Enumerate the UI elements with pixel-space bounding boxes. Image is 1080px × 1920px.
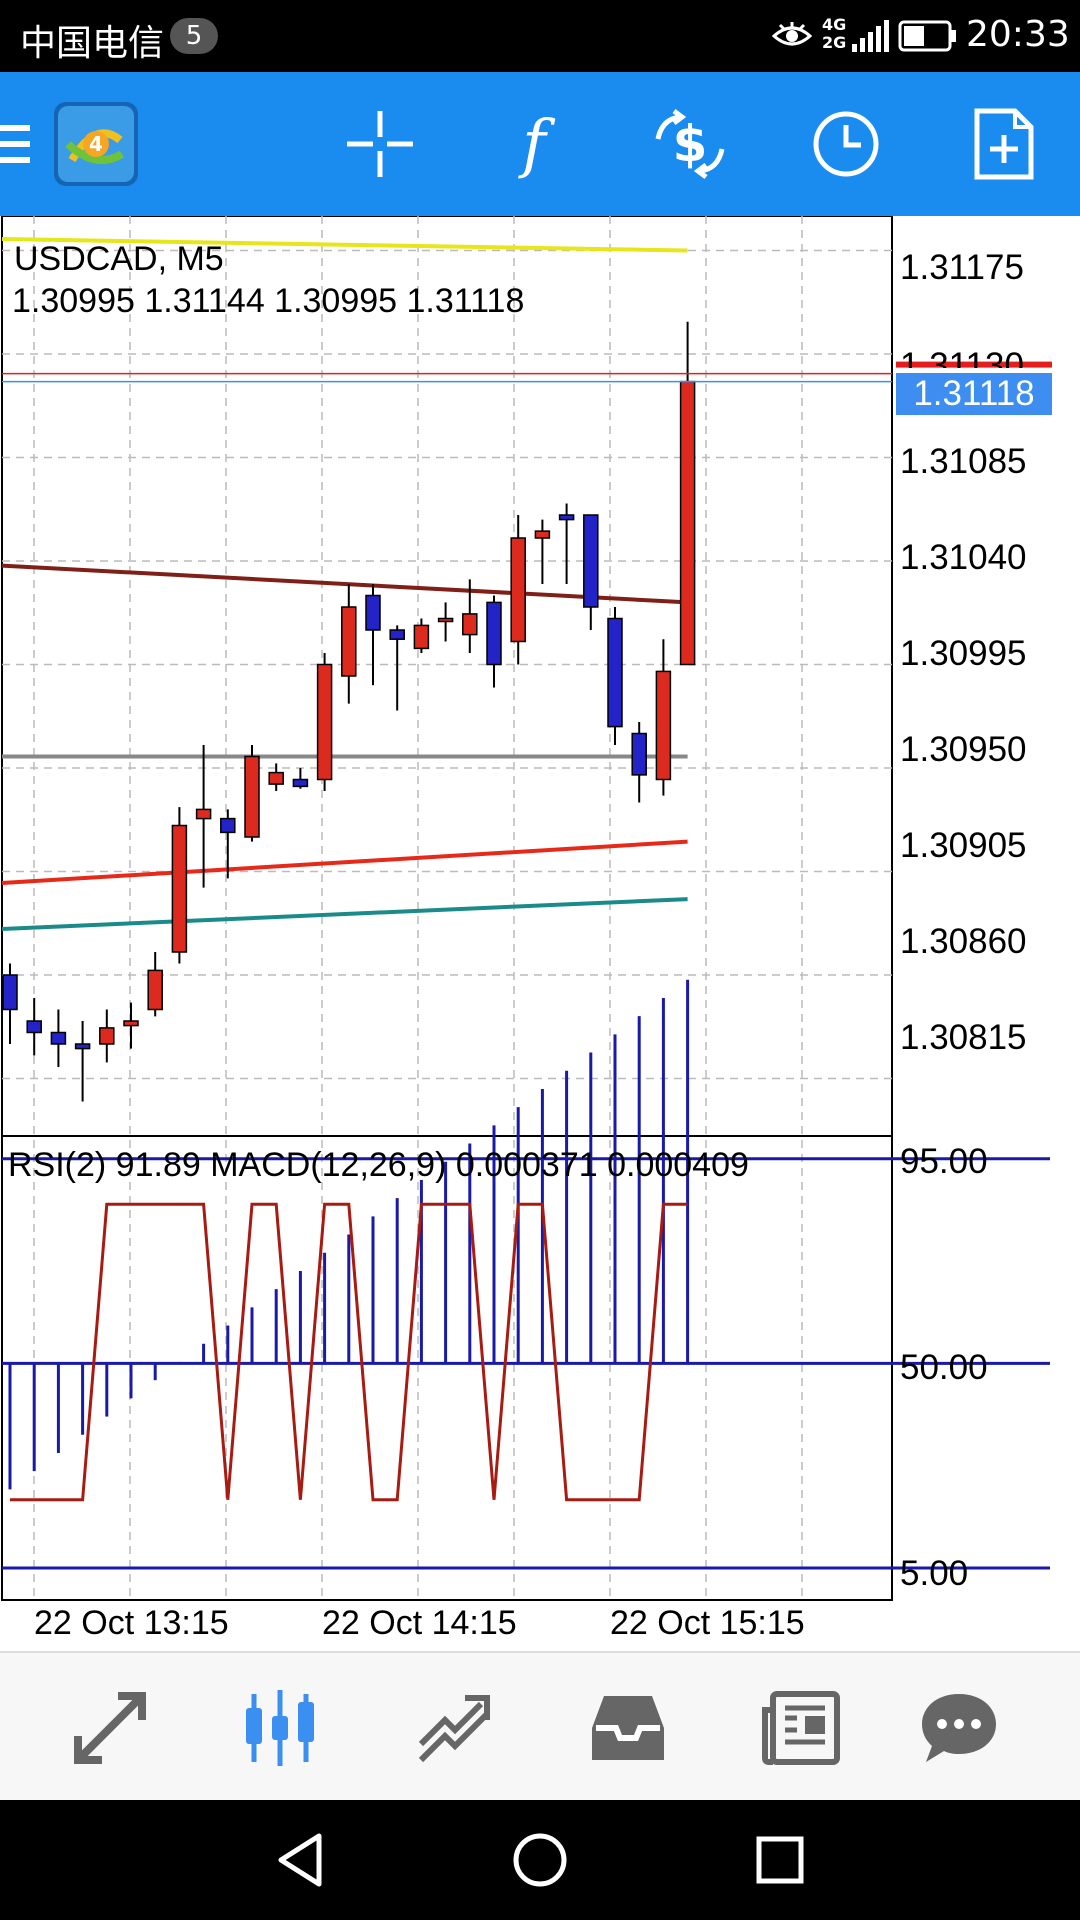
carrier-name: 中国电信 xyxy=(20,23,165,64)
crosshair-icon[interactable] xyxy=(340,72,420,216)
price-tick-label: 1.31175 xyxy=(900,248,1024,287)
candle-body xyxy=(2,974,18,1011)
moving-average-line xyxy=(1,839,688,885)
candle-body xyxy=(365,594,381,631)
top-toolbar: 4 f $ xyxy=(0,72,1080,216)
candle-body xyxy=(268,771,284,785)
candle-body xyxy=(655,670,672,781)
candle-body xyxy=(244,755,260,838)
candle-body xyxy=(486,601,502,666)
inbox-tray-icon xyxy=(592,1695,664,1760)
indicator-pane-frame xyxy=(1,1135,893,1601)
status-bar: 中国电信 5 4G 2G 20:33 xyxy=(0,0,1080,72)
candle-body xyxy=(220,817,236,834)
candle-body xyxy=(171,824,188,953)
tab-history[interactable] xyxy=(543,1653,713,1802)
new-document-icon[interactable] xyxy=(964,72,1044,216)
newspaper-icon xyxy=(762,1690,840,1765)
candle-body xyxy=(341,606,357,677)
battery-icon xyxy=(898,20,958,56)
candle-body xyxy=(292,778,309,788)
indicator-level-label: 5.00 xyxy=(900,1554,969,1593)
candle-body xyxy=(26,1020,42,1034)
back-icon[interactable] xyxy=(240,1800,360,1920)
time-tick-label: 22 Oct 15:15 xyxy=(610,1604,805,1642)
menu-icon[interactable] xyxy=(0,72,34,216)
indicator-level-label: 95.00 xyxy=(900,1142,988,1181)
indicator-level-label: 50.00 xyxy=(900,1348,988,1387)
tab-chart[interactable] xyxy=(195,1653,365,1802)
candle-body xyxy=(195,808,212,820)
chart-area[interactable]: USDCAD, M5 1.30995 1.31144 1.30995 1.311… xyxy=(0,216,1080,1651)
timeframe-clock-icon[interactable] xyxy=(806,72,886,216)
candle-body xyxy=(462,613,478,636)
time-tick-label: 22 Oct 14:15 xyxy=(322,1604,517,1642)
candle-body xyxy=(510,537,526,643)
moving-average-line xyxy=(1,237,688,253)
candle-body xyxy=(679,380,696,666)
price-tick-label: 1.30815 xyxy=(900,1018,1027,1057)
indicator-label: RSI(2) 91.89 MACD(12,26,9) 0.000371 0.00… xyxy=(8,1146,749,1184)
symbol-timeframe-label: USDCAD, M5 xyxy=(14,240,224,278)
candle-body xyxy=(413,624,430,650)
indicators-icon[interactable]: f xyxy=(494,72,574,216)
candle-body xyxy=(50,1031,67,1045)
trade-icon[interactable]: $ xyxy=(648,72,732,216)
candle-body xyxy=(123,1020,139,1027)
ask-price-marker xyxy=(896,361,1052,368)
candle-body xyxy=(583,514,599,608)
rsi-line xyxy=(10,1202,688,1502)
price-tick-label: 1.31130 xyxy=(900,346,1024,368)
svg-text:$: $ xyxy=(673,115,708,173)
svg-text:f: f xyxy=(518,109,556,179)
ohlc-label: 1.30995 1.31144 1.30995 1.31118 xyxy=(12,282,525,320)
mt4-app-icon[interactable]: 4 xyxy=(52,72,140,216)
current-price-tag: 1.31118 xyxy=(896,373,1052,415)
candle-body xyxy=(437,617,454,623)
tab-news[interactable] xyxy=(716,1653,886,1802)
price-tick-label: 1.30950 xyxy=(900,730,1027,769)
svg-text:4: 4 xyxy=(89,132,103,156)
time-tick-label: 22 Oct 13:15 xyxy=(34,1604,229,1642)
candle-body xyxy=(534,530,551,539)
recents-icon[interactable] xyxy=(720,1800,840,1920)
trade-trend-icon xyxy=(418,1694,490,1762)
tab-quotes[interactable] xyxy=(25,1653,195,1802)
tab-chat[interactable] xyxy=(874,1653,1044,1802)
candle-body xyxy=(631,732,647,776)
price-tick-label: 1.31085 xyxy=(900,442,1027,481)
notification-badge: 5 xyxy=(170,18,218,54)
clock: 20:33 xyxy=(966,14,1070,55)
eye-comfort-icon xyxy=(771,20,813,56)
candle-body xyxy=(74,1043,91,1050)
home-icon[interactable] xyxy=(480,1800,600,1920)
bottom-tab-bar xyxy=(0,1651,1080,1802)
signal-icon xyxy=(852,18,892,58)
candle-body xyxy=(147,969,163,1011)
system-nav-bar xyxy=(0,1800,1080,1920)
price-tick-label: 1.30860 xyxy=(900,922,1027,961)
candle-body xyxy=(389,629,405,640)
price-tick-label: 1.30905 xyxy=(900,826,1027,865)
price-tick-label: 1.30995 xyxy=(900,634,1027,673)
chat-bubble-icon xyxy=(922,1693,996,1762)
network-type-icon: 4G 2G xyxy=(822,15,847,52)
candle-body xyxy=(607,617,623,728)
price-chart[interactable] xyxy=(0,216,1080,1651)
candle-body xyxy=(316,663,333,781)
moving-average-line xyxy=(1,897,688,931)
candlestick-icon xyxy=(246,1689,314,1766)
quotes-arrows-icon xyxy=(74,1691,146,1764)
price-tick-label: 1.31040 xyxy=(900,538,1027,577)
tab-trade[interactable] xyxy=(370,1653,540,1802)
moving-average-line xyxy=(1,563,688,605)
candle-body xyxy=(99,1027,115,1045)
candle-body xyxy=(558,514,575,521)
